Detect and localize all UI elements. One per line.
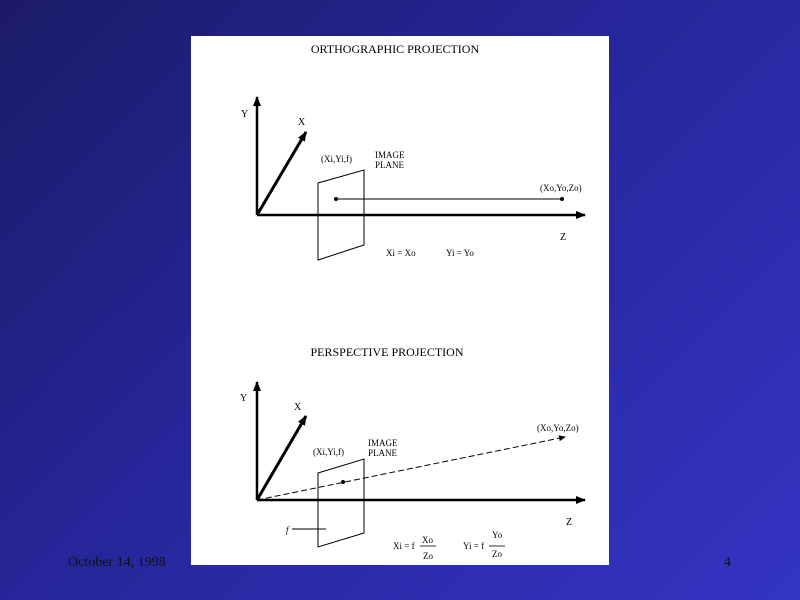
- x-axis: [255, 131, 308, 216]
- perspective-title: PERSPECTIVE PROJECTION: [310, 345, 463, 359]
- y-axis-label: Y: [241, 109, 248, 120]
- equation-x: Xi = Xo: [386, 248, 416, 258]
- image-point-label: (Xi,Yi,f): [321, 154, 352, 164]
- plane-label-2: PLANE: [368, 448, 398, 458]
- image-plane: [317, 458, 365, 548]
- image-point: [341, 480, 345, 484]
- orthographic-diagram: ORTHOGRAPHIC PROJECTION Y X Z (Xi,Yi,f) …: [241, 42, 586, 261]
- y-axis-label: Y: [240, 393, 247, 404]
- perspective-diagram: PERSPECTIVE PROJECTION Y X Z (Xi,Yi,f) I…: [240, 345, 586, 561]
- equation-x-numerator: Xo: [422, 535, 433, 545]
- equation-y-numerator: Yo: [492, 530, 503, 540]
- image-point: [334, 197, 338, 201]
- image-plane: [317, 169, 365, 261]
- equation-y: Yi = Yo: [446, 248, 474, 258]
- equation-y-denominator: Zo: [492, 549, 502, 559]
- object-point-label: (Xo,Yo,Zo): [540, 183, 582, 193]
- plane-label-1: IMAGE: [368, 438, 398, 448]
- projection-ray: [256, 435, 566, 501]
- x-axis-label: X: [298, 117, 306, 128]
- z-axis-label: Z: [560, 232, 566, 243]
- x-axis-label: X: [294, 402, 302, 413]
- object-point: [560, 197, 564, 201]
- equation-y-lhs: Yi = f: [463, 541, 484, 551]
- image-point-label: (Xi,Yi,f): [313, 447, 344, 457]
- slide-figure-panel: [191, 36, 609, 565]
- equation-x-denominator: Zo: [423, 551, 433, 561]
- object-point-label: (Xo,Yo,Zo): [537, 423, 579, 433]
- plane-label-1: IMAGE: [375, 150, 405, 160]
- z-axis-label: Z: [566, 517, 572, 528]
- x-axis: [255, 415, 308, 501]
- page-number: 4: [724, 555, 731, 570]
- footer-date: October 14, 1998: [68, 555, 166, 570]
- equation-x-lhs: Xi = f: [393, 541, 415, 551]
- focal-length-label: f: [286, 525, 290, 535]
- plane-label-2: PLANE: [375, 160, 405, 170]
- orthographic-title: ORTHOGRAPHIC PROJECTION: [311, 42, 480, 56]
